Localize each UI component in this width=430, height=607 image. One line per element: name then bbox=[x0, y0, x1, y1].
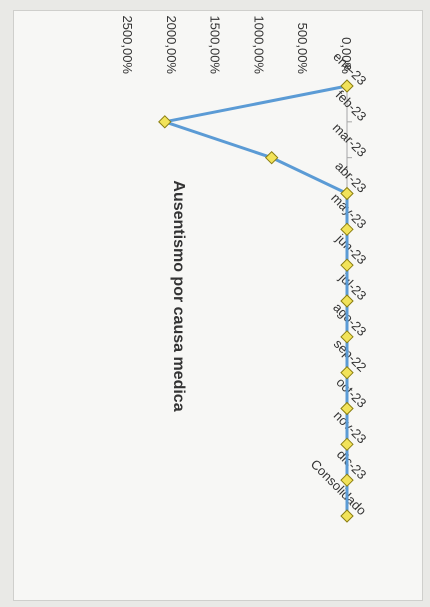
data-point-marker bbox=[340, 365, 354, 380]
x-tick-label: oct-23 bbox=[333, 374, 369, 410]
data-point-marker bbox=[340, 330, 354, 344]
x-tick-label: feb-23 bbox=[333, 87, 370, 124]
data-point-marker bbox=[264, 150, 279, 165]
y-tick-label: 1000,00% bbox=[251, 15, 266, 74]
line-chart: Ausentismo por causa medica 0,00% 500,00%… bbox=[120, 15, 370, 523]
data-point-marker bbox=[340, 79, 354, 93]
y-tick-label: 0,00% bbox=[339, 37, 354, 74]
x-tick-label: sep-22 bbox=[331, 336, 370, 375]
y-tick-label: 2000,00% bbox=[164, 15, 179, 74]
data-point-marker bbox=[340, 437, 354, 452]
x-tick-label: jun-23 bbox=[333, 230, 370, 267]
data-point-marker bbox=[340, 509, 354, 523]
x-tick-label: mar-23 bbox=[330, 120, 370, 160]
y-tick-label: 2500,00% bbox=[120, 15, 135, 74]
chart-title: Ausentismo por causa medica bbox=[170, 180, 187, 411]
y-tick-label: 1500,00% bbox=[208, 15, 223, 74]
series-line bbox=[163, 84, 349, 516]
chart-frame: Ausentismo por causa medica 0,00% 500,00%… bbox=[13, 10, 423, 601]
data-point-marker bbox=[340, 258, 354, 272]
x-tick-label: nov-23 bbox=[331, 408, 370, 447]
data-point-marker bbox=[158, 115, 172, 129]
data-point-marker bbox=[340, 401, 354, 416]
data-point-marker bbox=[340, 294, 354, 308]
data-point-marker bbox=[340, 186, 354, 201]
x-tick-label: jul-23 bbox=[336, 269, 370, 303]
y-tick-label: 500,00% bbox=[295, 23, 310, 75]
data-point-marker bbox=[340, 222, 354, 237]
data-point-marker bbox=[340, 473, 354, 487]
